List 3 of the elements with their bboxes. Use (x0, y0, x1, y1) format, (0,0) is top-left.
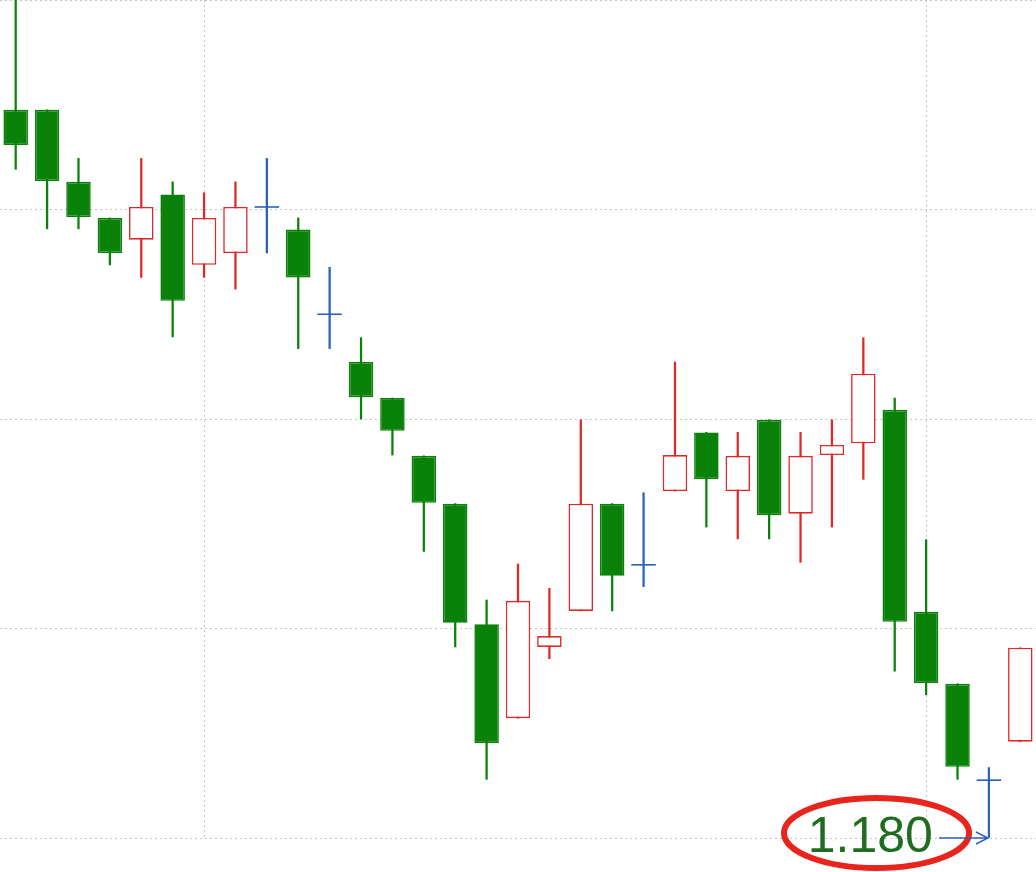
candlestick (537, 587, 562, 659)
candlestick (630, 492, 657, 587)
annotation: 1.180 (807, 806, 933, 863)
